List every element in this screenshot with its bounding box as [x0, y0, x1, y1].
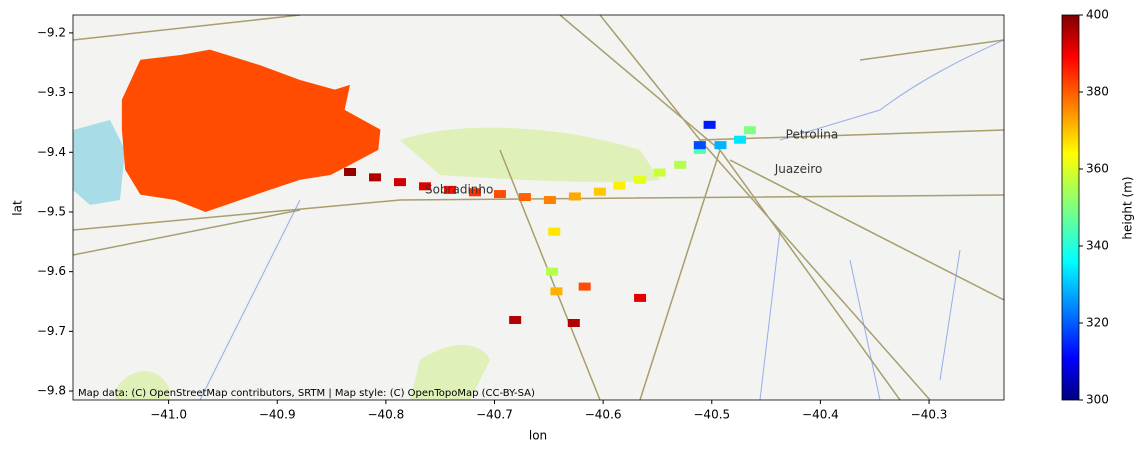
y-tick-label: −9.5 — [37, 204, 66, 218]
height-point — [567, 319, 580, 327]
height-point — [593, 187, 606, 196]
height-point — [550, 287, 563, 296]
height-point — [743, 126, 756, 135]
data-layer — [121, 49, 756, 327]
height-point — [468, 188, 481, 197]
height-point — [634, 175, 647, 184]
colorbar-tick-label: 300 — [1086, 393, 1109, 407]
height-point — [693, 141, 706, 150]
place-label: Sobradinho — [425, 182, 493, 196]
y-axis-label: lat — [11, 200, 25, 216]
axes-frame — [72, 14, 1005, 401]
y-tick-label: −9.8 — [37, 384, 66, 398]
height-point — [613, 181, 626, 190]
height-point — [653, 168, 666, 177]
height-point — [703, 120, 716, 129]
height-point — [418, 182, 431, 191]
colorbar-tick-label: 320 — [1086, 316, 1109, 330]
height-point — [443, 185, 456, 194]
x-tick-label: −40.7 — [476, 408, 513, 422]
height-point — [393, 178, 406, 187]
x-tick-label: −40.8 — [367, 408, 404, 422]
colorbar-tick-label: 380 — [1086, 85, 1109, 99]
height-point — [734, 135, 747, 144]
height-point — [543, 196, 556, 205]
attribution: Map data: (C) OpenStreetMap contributors… — [78, 388, 535, 399]
x-tick-label: −41.0 — [150, 408, 187, 422]
colorbar-tick-label: 400 — [1086, 8, 1109, 22]
colorbar-label: height (m) — [1121, 176, 1135, 239]
height-point — [568, 192, 581, 201]
height-point — [674, 160, 687, 169]
x-tick-label: −40.5 — [693, 408, 730, 422]
height-region — [121, 49, 381, 212]
height-point — [546, 267, 559, 276]
height-point — [369, 173, 382, 182]
height-point — [548, 227, 561, 236]
colorbar-tick-label: 340 — [1086, 239, 1109, 253]
height-point — [509, 316, 522, 325]
height-point — [693, 145, 706, 154]
height-point — [518, 193, 531, 202]
colorbar-tick-label: 360 — [1086, 162, 1109, 176]
x-tick-label: −40.9 — [259, 408, 296, 422]
height-point — [634, 293, 647, 302]
x-tick-label: −40.6 — [585, 408, 622, 422]
colorbar — [1061, 14, 1080, 401]
y-tick-label: −9.2 — [37, 25, 66, 39]
height-point — [714, 141, 727, 150]
x-tick-label: −40.4 — [802, 408, 839, 422]
height-point — [344, 167, 357, 176]
x-axis-label: lon — [529, 429, 547, 443]
height-point — [578, 282, 591, 291]
x-tick-label: −40.3 — [911, 408, 948, 422]
y-tick-label: −9.7 — [37, 324, 66, 338]
height-point — [493, 190, 506, 199]
y-tick-label: −9.6 — [37, 264, 66, 278]
y-tick-label: −9.4 — [37, 145, 66, 159]
place-label: Petrolina — [786, 127, 839, 141]
place-label: Juazeiro — [774, 162, 823, 176]
y-tick-label: −9.3 — [37, 85, 66, 99]
